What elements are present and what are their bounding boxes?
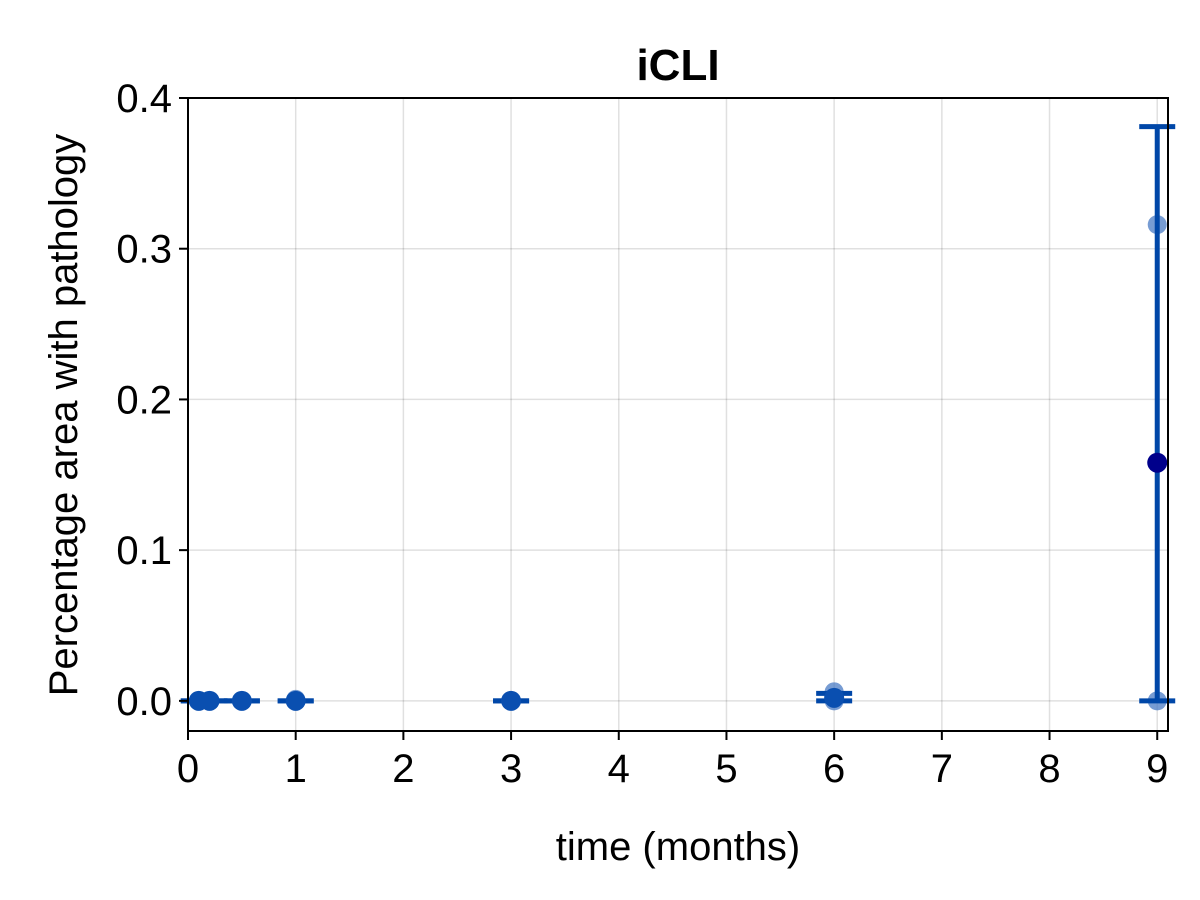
y-tick-label: 0.3 bbox=[116, 228, 172, 272]
y-tick-label: 0.2 bbox=[116, 378, 172, 422]
mean-point bbox=[1147, 452, 1168, 473]
x-tick-label: 9 bbox=[1146, 747, 1168, 791]
mean-point bbox=[501, 690, 522, 711]
x-tick-label: 6 bbox=[823, 747, 845, 791]
grid bbox=[187, 97, 1168, 731]
x-tick-label: 8 bbox=[1038, 747, 1060, 791]
x-tick-label: 7 bbox=[931, 747, 953, 791]
x-tick-label: 1 bbox=[285, 747, 307, 791]
x-tick-label: 4 bbox=[608, 747, 630, 791]
mean-point bbox=[231, 690, 252, 711]
plot-frame bbox=[187, 97, 1169, 732]
marks bbox=[180, 124, 1176, 711]
mean-point bbox=[824, 687, 845, 708]
x-tick-label: 3 bbox=[500, 747, 522, 791]
mean-point bbox=[199, 690, 220, 711]
x-tick-label: 2 bbox=[392, 747, 414, 791]
chart-title: iCLI bbox=[636, 41, 719, 90]
x-tick-label: 5 bbox=[715, 747, 737, 791]
mean-point bbox=[285, 690, 306, 711]
x-axis-label: time (months) bbox=[556, 825, 801, 869]
y-tick-label: 0.4 bbox=[116, 77, 172, 121]
x-tick-label: 0 bbox=[177, 747, 199, 791]
y-axis-label: Percentage area with pathology bbox=[42, 134, 86, 697]
y-tick-label: 0.0 bbox=[116, 680, 172, 724]
y-tick-label: 0.1 bbox=[116, 529, 172, 573]
ticks: 0 1 2 3 4 5 6 7 8 9 0.0 0.1 0.2 0.3 0.4 bbox=[116, 77, 1168, 791]
